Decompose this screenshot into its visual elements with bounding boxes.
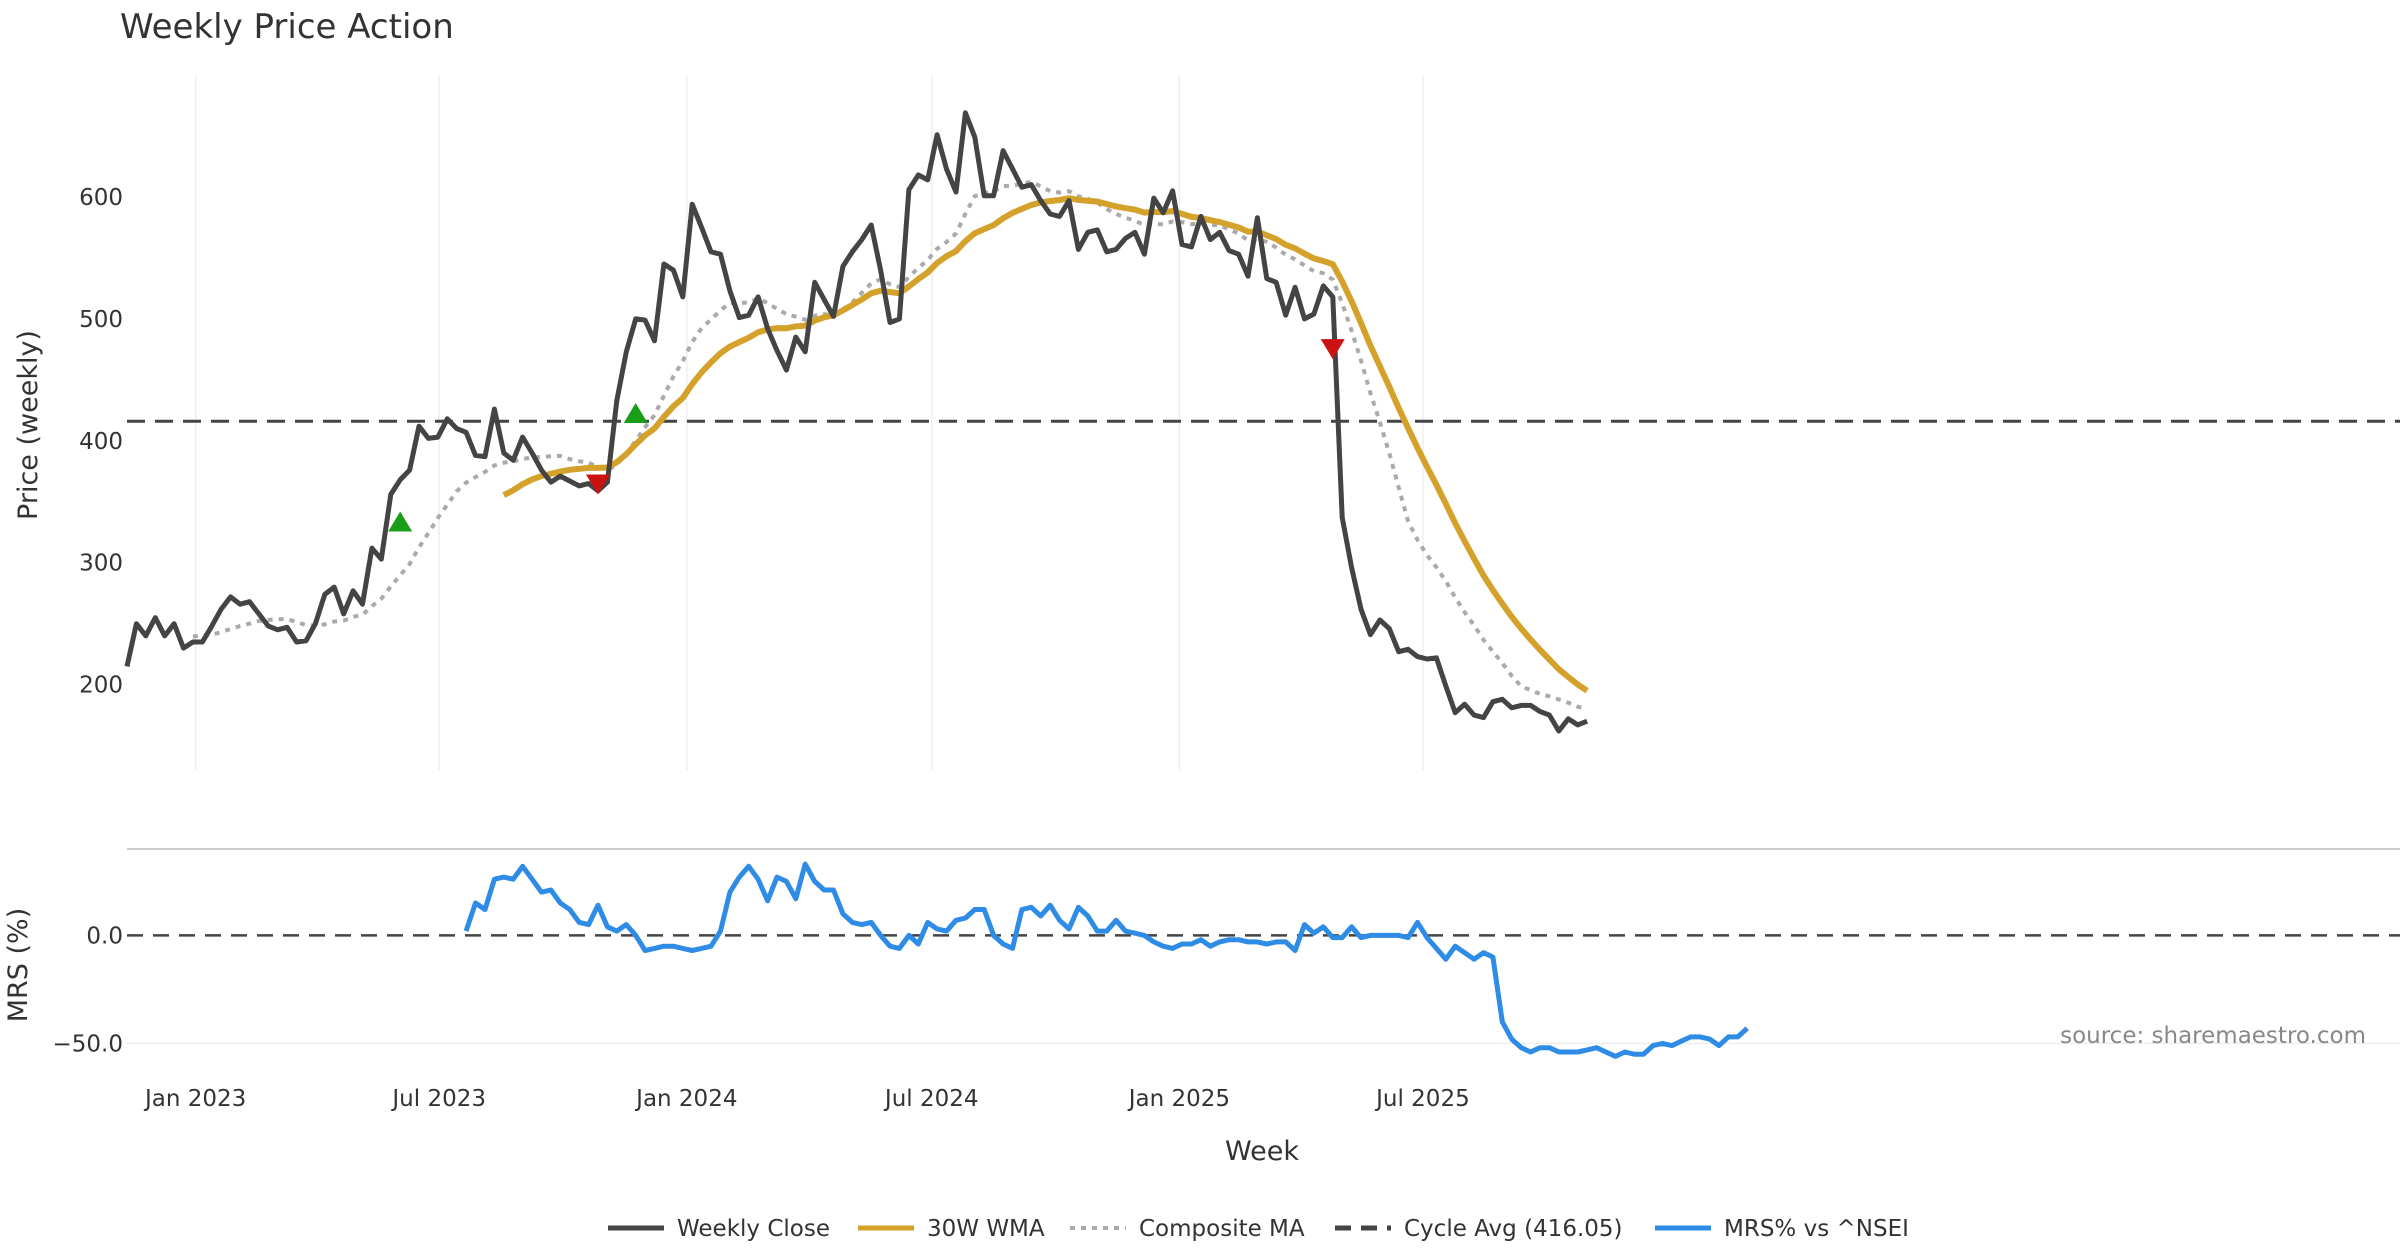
mrs-y-ticks: 0.0 −50.0 bbox=[53, 923, 123, 1057]
legend-label: Cycle Avg (416.05) bbox=[1404, 1216, 1623, 1242]
x-tick-label: Jan 2024 bbox=[634, 1086, 737, 1112]
price-y-ticks: 200 300 400 500 600 bbox=[79, 185, 123, 699]
x-tick-label: Jul 2025 bbox=[1374, 1086, 1470, 1112]
price-panel: 200 300 400 500 600 Price (weekly) bbox=[13, 75, 2400, 770]
signal-markers bbox=[388, 339, 1345, 532]
price-y-tick-label: 400 bbox=[79, 429, 123, 455]
legend: Weekly Close 30W WMA Composite MA Cycle Avg… bbox=[608, 1216, 1909, 1242]
legend-label: 30W WMA bbox=[927, 1216, 1045, 1242]
price-y-tick-label: 500 bbox=[79, 307, 123, 333]
x-tick-label: Jan 2023 bbox=[143, 1086, 246, 1112]
sell-signal-marker bbox=[1320, 339, 1345, 360]
price-y-tick-label: 300 bbox=[79, 551, 123, 577]
x-ticks: Jan 2023 Jul 2023 Jan 2024 Jul 2024 Jan 2025… bbox=[143, 1086, 1470, 1112]
buy-signal-marker bbox=[388, 511, 413, 532]
sell-signal-marker bbox=[586, 474, 610, 495]
mrs-y-axis-label: MRS (%) bbox=[3, 908, 34, 1023]
source-note: source: sharemaestro.com bbox=[2060, 1023, 2366, 1049]
mrs-y-tick-label: 0.0 bbox=[86, 923, 123, 949]
price-y-tick-label: 200 bbox=[79, 673, 123, 699]
weekly-close-line bbox=[124, 110, 1589, 734]
x-tick-label: Jan 2025 bbox=[1127, 1086, 1230, 1112]
price-y-tick-label: 600 bbox=[79, 185, 123, 211]
chart-title: Weekly Price Action bbox=[120, 7, 454, 47]
mrs-panel: 0.0 −50.0 MRS (%) source: sharemaestro.co… bbox=[3, 848, 2400, 1059]
composite-ma-line bbox=[192, 179, 1588, 712]
legend-label: Composite MA bbox=[1139, 1216, 1305, 1242]
x-axis-label: Week bbox=[1225, 1136, 1299, 1167]
wma-30w-line bbox=[502, 195, 1589, 694]
x-tick-label: Jul 2023 bbox=[390, 1086, 486, 1112]
legend-label: MRS% vs ^NSEI bbox=[1724, 1216, 1909, 1242]
mrs-line bbox=[463, 861, 1749, 1059]
price-y-axis-label: Price (weekly) bbox=[13, 330, 44, 520]
mrs-y-tick-label: −50.0 bbox=[53, 1031, 123, 1057]
buy-signal-marker bbox=[623, 402, 648, 423]
legend-label: Weekly Close bbox=[677, 1216, 830, 1242]
x-tick-label: Jul 2024 bbox=[883, 1086, 979, 1112]
